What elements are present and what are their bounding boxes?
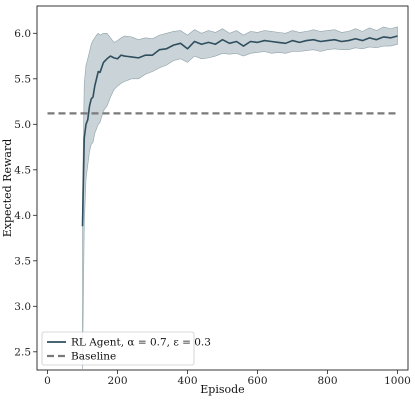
x-tick-label: 400 [177, 375, 197, 387]
legend: RL Agent, α = 0.7, ε = 0.3 Baseline [41, 331, 211, 366]
y-axis-ticks: 2.5 3.0 3.5 4.0 4.5 5.0 5.5 6.0 [14, 28, 37, 358]
x-tick-label: 800 [317, 375, 337, 387]
legend-box [41, 331, 195, 366]
series-line-layer [47, 35, 398, 227]
y-tick-label: 5.5 [14, 73, 31, 85]
x-tick-label: 0 [44, 375, 51, 387]
y-tick-label: 4.0 [14, 210, 31, 222]
y-tick-label: 5.0 [14, 119, 31, 131]
y-tick-label: 4.5 [14, 164, 31, 176]
legend-label-baseline: Baseline [71, 351, 116, 363]
x-axis-label: Episode [200, 383, 244, 396]
confidence-band-layer [82, 26, 398, 370]
legend-label-rl-agent: RL Agent, α = 0.7, ε = 0.3 [71, 337, 211, 349]
y-tick-label: 3.5 [14, 255, 31, 267]
y-axis-label: Expected Reward [1, 139, 14, 237]
plot-area-frame [36, 5, 409, 371]
x-tick-label: 600 [247, 375, 267, 387]
x-tick-label: 1000 [384, 375, 411, 387]
rl-agent-series-line [81, 35, 398, 227]
y-tick-label: 6.0 [14, 28, 31, 40]
y-tick-label: 3.0 [14, 301, 31, 313]
x-tick-label: 200 [107, 375, 127, 387]
rl-agent-confidence-band [82, 26, 398, 370]
x-axis-ticks: 0 200 400 600 800 1000 [44, 370, 411, 387]
y-tick-label: 2.5 [14, 346, 31, 358]
